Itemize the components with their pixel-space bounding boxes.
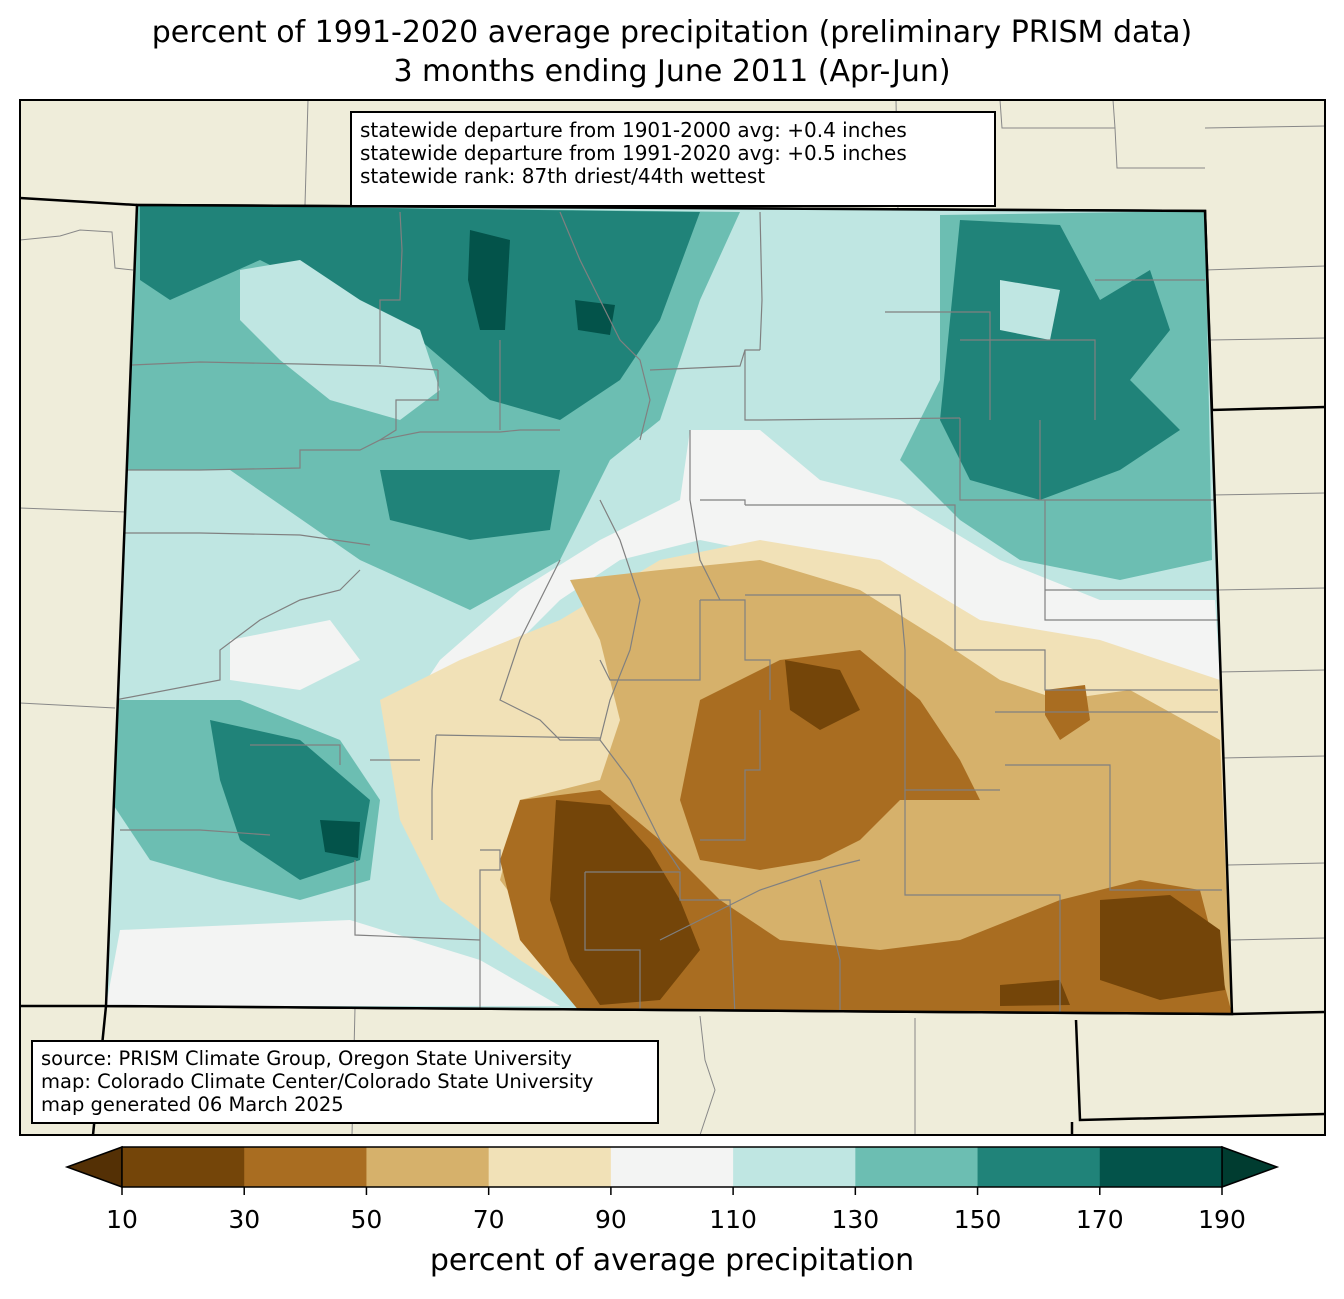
- colorbar-border: [121, 1146, 1223, 1188]
- colorbar-tick-label: 110: [709, 1205, 757, 1234]
- colorbar-tick-label: 190: [1198, 1205, 1246, 1234]
- colorbar-over-arrow: [1221, 1145, 1280, 1189]
- colorbar: [64, 1145, 1280, 1195]
- map-credit-line: map: Colorado Climate Center/Colorado St…: [41, 1070, 594, 1093]
- statewide-stats-box: statewide departure from 1901-2000 avg: …: [350, 111, 996, 207]
- colorado-precip-field: [106, 205, 1232, 1014]
- departure-1901-2000: statewide departure from 1901-2000 avg: …: [360, 118, 907, 142]
- colorbar-segment: [977, 1147, 1101, 1187]
- neighbor-boundaries: [20, 100, 1325, 1135]
- colorbar-title: percent of average precipitation: [429, 1243, 915, 1278]
- colorbar-tick-label: 70: [472, 1205, 505, 1234]
- colorbar-segment: [1099, 1147, 1223, 1187]
- county-boundaries: [114, 211, 1222, 1014]
- statewide-rank: statewide rank: 87th driest/44th wettest: [360, 164, 766, 188]
- generated-date-line: map generated 06 March 2025: [41, 1093, 344, 1116]
- colorbar-tick-label: 50: [350, 1205, 383, 1234]
- colorbar-segment: [488, 1147, 612, 1187]
- map-frame: [19, 99, 1326, 1136]
- colorbar-segment: [366, 1147, 490, 1187]
- colorbar-tick-label: 90: [594, 1205, 627, 1234]
- colorbar-under-arrow: [64, 1145, 123, 1189]
- departure-1991-2020: statewide departure from 1991-2020 avg: …: [360, 141, 907, 165]
- colorado-outline: [104, 203, 1234, 1016]
- map-title-line1: percent of 1991-2020 average precipitati…: [151, 15, 1193, 50]
- colorbar-tick-label: 30: [228, 1205, 261, 1234]
- colorbar-segment: [122, 1147, 245, 1187]
- colorbar-tick-label: 10: [106, 1205, 138, 1234]
- map-title-line2: 3 months ending June 2011 (Apr-Jun): [393, 54, 951, 89]
- colorbar-segment: [855, 1147, 979, 1187]
- colorbar-segment: [733, 1147, 856, 1187]
- colorbar-tick-label: 130: [831, 1205, 880, 1234]
- colorbar-tick-label: 150: [953, 1205, 1002, 1234]
- source-line: source: PRISM Climate Group, Oregon Stat…: [41, 1047, 572, 1070]
- colorbar-segment: [244, 1147, 367, 1187]
- source-box: source: PRISM Climate Group, Oregon Stat…: [31, 1040, 659, 1124]
- colorbar-segment: [610, 1147, 734, 1187]
- colorbar-tick-label: 170: [1075, 1205, 1124, 1234]
